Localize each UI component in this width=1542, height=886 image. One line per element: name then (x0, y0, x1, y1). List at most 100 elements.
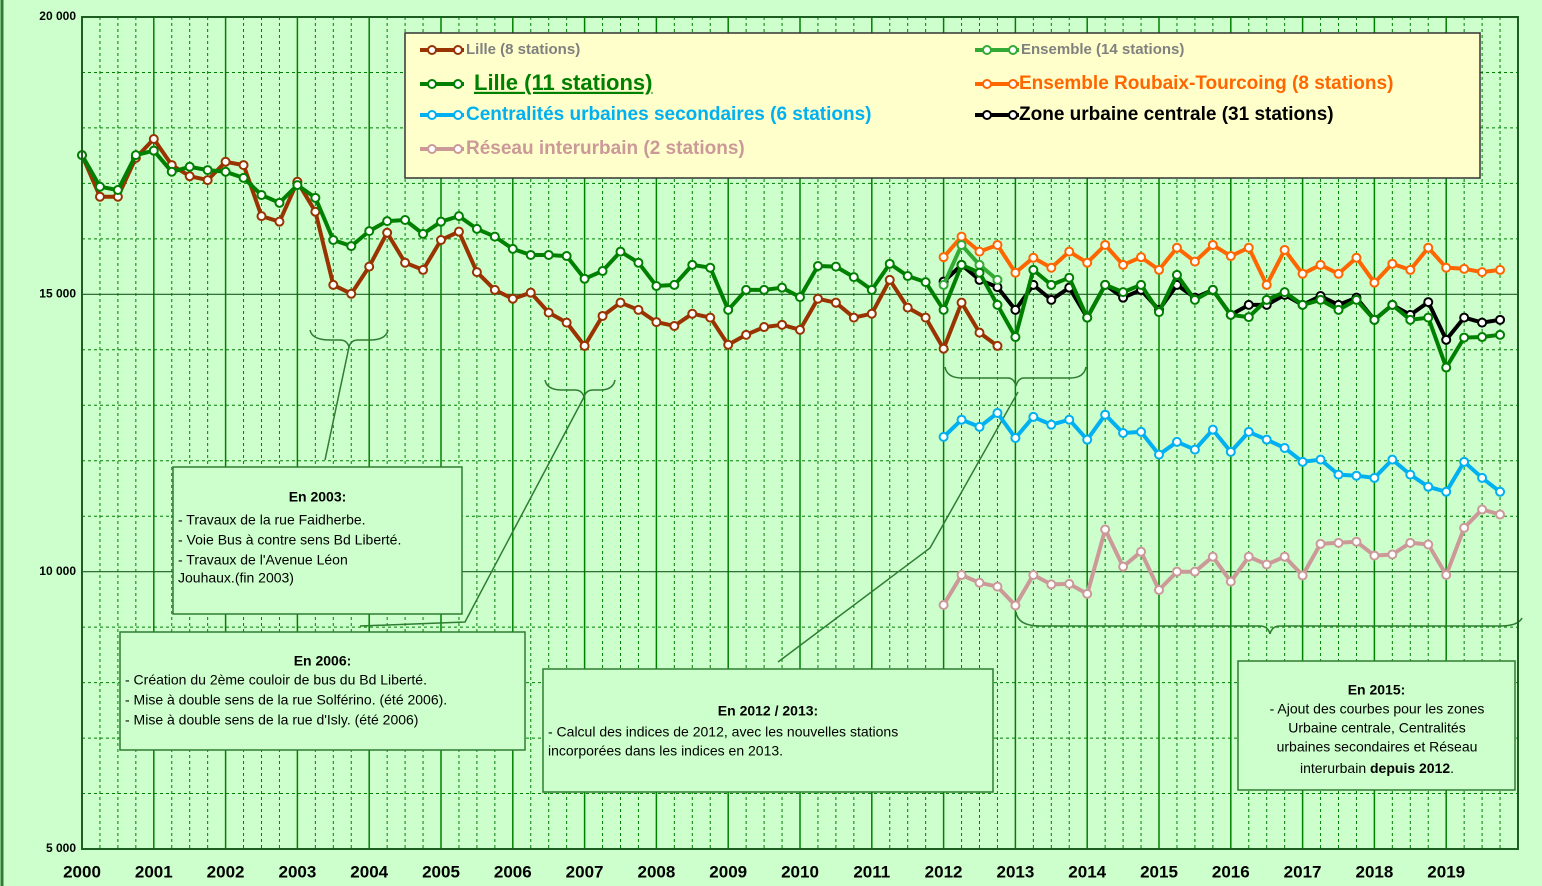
point (525, 287, 536, 298)
legend-marker (427, 45, 437, 55)
point (543, 307, 554, 318)
point (741, 284, 752, 295)
point (938, 252, 949, 263)
point (579, 273, 590, 284)
point (902, 271, 913, 282)
point (1118, 428, 1129, 438)
point (1477, 504, 1488, 515)
point (1279, 287, 1290, 298)
x-tick-label: 2019 (1427, 862, 1465, 881)
legend-marker (982, 79, 992, 89)
point (292, 180, 303, 191)
point (830, 297, 841, 308)
x-tick-label: 2011 (853, 862, 890, 881)
point (346, 288, 357, 299)
point (1477, 332, 1488, 343)
point (651, 281, 662, 292)
point (1171, 242, 1182, 253)
point (1333, 469, 1344, 480)
point (1405, 264, 1416, 275)
point (1118, 287, 1129, 298)
point (705, 262, 716, 273)
point (1423, 242, 1434, 253)
legend-label: Ensemble Roubaix-Tourcoing (8 stations) (1019, 73, 1393, 94)
point (848, 312, 859, 323)
point (812, 261, 823, 272)
point (1351, 470, 1362, 481)
point (830, 261, 841, 272)
point (795, 292, 805, 303)
point (1387, 299, 1398, 310)
point (992, 408, 1003, 419)
point (848, 272, 859, 283)
point (1243, 299, 1254, 310)
point (974, 267, 985, 278)
point (148, 134, 159, 145)
point (1441, 362, 1452, 373)
x-tick-label: 2001 (135, 862, 173, 881)
point (525, 249, 536, 260)
point (1261, 294, 1272, 305)
point (1154, 449, 1164, 460)
point (1405, 537, 1416, 548)
legend-marker (427, 79, 437, 89)
point (1297, 456, 1308, 467)
point (310, 192, 321, 203)
point (1423, 539, 1434, 550)
annotation-line: - Ajout des courbes pour les zones (1270, 701, 1485, 717)
point (1315, 454, 1326, 465)
point (453, 211, 464, 222)
point (992, 581, 1003, 592)
point (220, 156, 231, 167)
point (1189, 444, 1200, 455)
point (1495, 486, 1506, 497)
point (1441, 334, 1452, 345)
point (453, 226, 464, 237)
point (938, 431, 949, 442)
point (866, 284, 877, 295)
point (400, 257, 411, 268)
legend-label: Réseau interurbain (2 stations) (466, 138, 745, 159)
connector (359, 396, 585, 627)
point (1010, 304, 1021, 315)
point (1459, 332, 1470, 343)
point (1351, 252, 1362, 263)
connector (324, 346, 350, 461)
point (1369, 314, 1380, 325)
annotation-line: Jouhaux.(fin 2003) (178, 570, 294, 586)
point (1064, 578, 1075, 589)
point (1495, 329, 1506, 340)
legend-marker (1008, 79, 1018, 89)
point (1100, 239, 1111, 250)
point (1207, 239, 1218, 250)
point (615, 297, 626, 308)
point (633, 304, 644, 315)
point (1136, 546, 1147, 557)
point (436, 216, 446, 227)
point (759, 322, 770, 333)
point (436, 234, 446, 245)
x-tick-label: 2007 (566, 862, 604, 881)
point (633, 257, 644, 268)
legend-marker (453, 79, 463, 89)
point (1028, 264, 1039, 275)
y-tick-label: 5 000 (46, 841, 76, 855)
annotation-line: - Création du 2ème couloir de bus du Bd … (125, 672, 427, 688)
point (1136, 252, 1147, 263)
point (418, 264, 429, 275)
annotation-title: En 2015: (1348, 682, 1406, 698)
legend: Lille (8 stations) Ensemble (14 stations)… (404, 32, 1481, 179)
annotation-title: En 2012 / 2013: (718, 703, 818, 719)
y-tick-label: 10 000 (39, 564, 76, 578)
x-tick-label: 2014 (1068, 862, 1106, 881)
annotation-line: - Mise à double sens de la rue Solférino… (125, 692, 447, 708)
point (238, 172, 249, 183)
point (974, 246, 985, 257)
point (94, 181, 105, 192)
point (1315, 294, 1326, 305)
point (364, 226, 375, 237)
point (1405, 314, 1416, 325)
point (1495, 314, 1506, 325)
point (364, 261, 375, 272)
x-tick-label: 2013 (996, 862, 1034, 881)
